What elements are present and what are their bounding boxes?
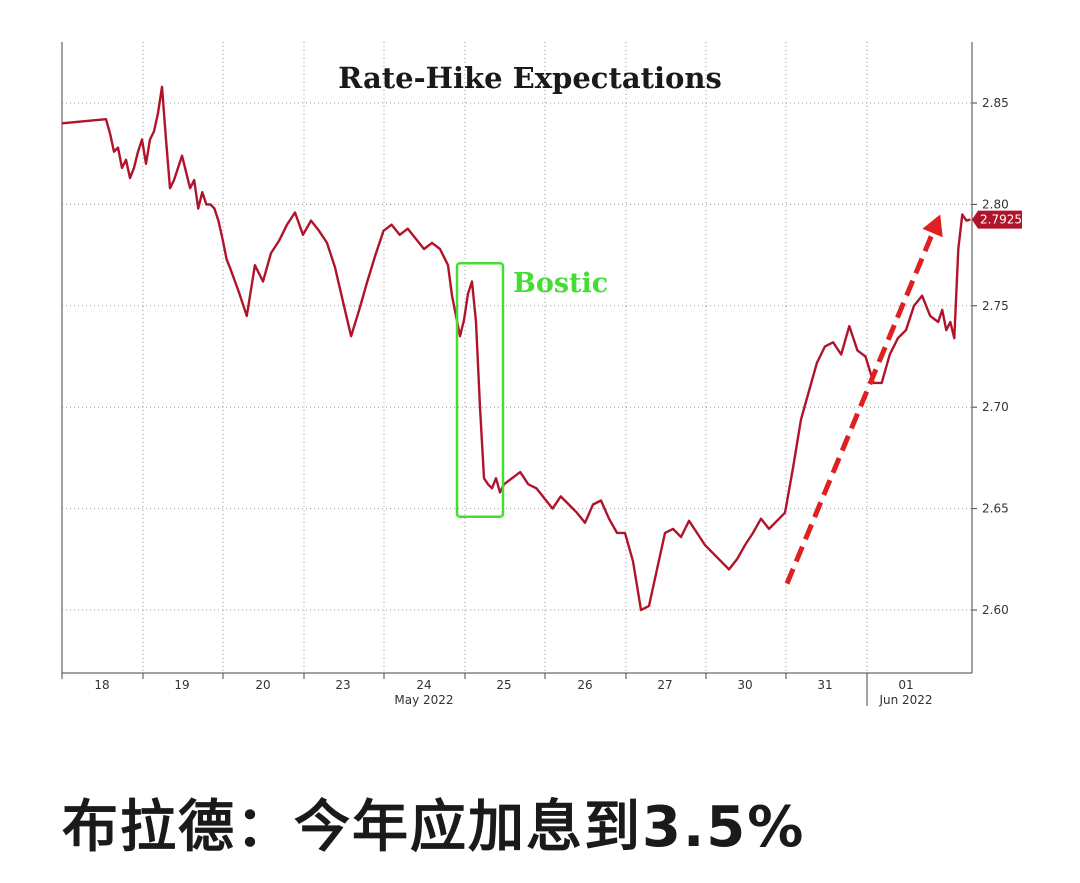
y-tick-label: 2.80	[982, 197, 1009, 211]
x-tick-label: 27	[657, 678, 672, 692]
bostic-box	[455, 261, 505, 518]
chart-title: Rate-Hike Expectations	[338, 61, 722, 95]
x-tick-label: 30	[737, 678, 752, 692]
x-month-label: Jun 2022	[878, 693, 932, 707]
y-tick-labels: 2.60 2.65 2.70 2.75 2.80 2.85	[982, 96, 1009, 617]
x-tick-label: 19	[174, 678, 189, 692]
rate-hike-chart: Rate-Hike Expectations 2.602.652.702.752…	[61, 42, 1022, 707]
y-tick-label: 2.85	[982, 96, 1009, 110]
x-tick-label: 31	[817, 678, 832, 692]
y-tick-label: 2.60	[982, 603, 1009, 617]
x-tick-label: 25	[496, 678, 511, 692]
last-value-marker	[972, 210, 1022, 229]
trend-arrow-head	[922, 214, 943, 238]
grid-lines	[61, 42, 972, 673]
x-tick-label: 18	[94, 678, 109, 692]
annotations	[455, 214, 943, 585]
last-value-label: 2.7925	[980, 213, 1022, 227]
axes	[61, 42, 977, 706]
last-value-badge: 2.7925	[972, 210, 1022, 229]
bostic-label: Bostic	[513, 268, 608, 299]
series-line	[61, 85, 971, 612]
x-tick-label: 23	[335, 678, 350, 692]
x-tick-labels: 18 19 20 23 24 25 26 27 30 31 01 May 2022 Jun 2022	[94, 678, 932, 707]
x-tick-label: 24	[416, 678, 431, 692]
y-tick-label: 2.75	[982, 299, 1009, 313]
series-polyline	[61, 85, 971, 612]
y-tick-label: 2.70	[982, 400, 1009, 414]
x-tick-label: 01	[898, 678, 913, 692]
x-month-label: May 2022	[394, 693, 453, 707]
y-tick-label: 2.65	[982, 502, 1009, 516]
x-tick-label: 20	[255, 678, 270, 692]
trend-arrow-shaft	[784, 232, 935, 585]
caption-text: 布拉德：今年应加息到3.5%	[62, 795, 806, 860]
x-tick-label: 26	[577, 678, 592, 692]
